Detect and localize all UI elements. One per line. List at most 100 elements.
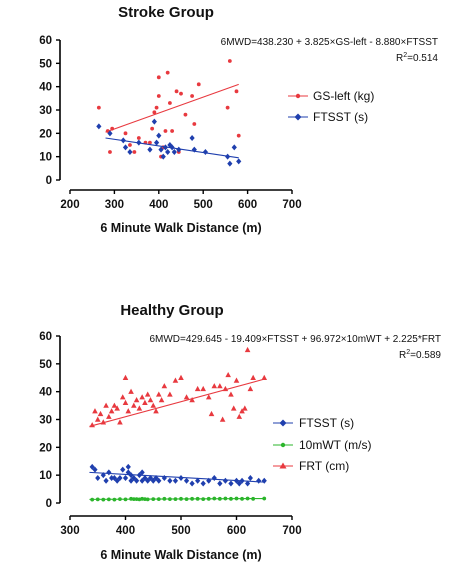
healthy-frt-point (158, 397, 165, 403)
stroke-legend-ftsst-marker (294, 113, 302, 121)
stroke-ftsst-point (151, 118, 157, 125)
stroke-ftsst-point (191, 146, 197, 153)
healthy-10mwt-point (131, 497, 136, 502)
healthy-10mwt-point (168, 497, 172, 502)
stroke-y-tick-label: 0 (46, 175, 52, 187)
healthy-10mwt-point (201, 497, 206, 502)
stroke-ftsst-point (171, 149, 177, 155)
stroke-r2-label: R (396, 53, 403, 64)
healthy-10mwt-point (212, 496, 217, 501)
healthy-frt-point (106, 413, 112, 419)
stroke-ftsst-point (107, 130, 113, 137)
stroke-gs-left-point (108, 150, 112, 154)
healthy-frt-point (230, 405, 237, 411)
healthy-ftsst-point (256, 477, 262, 484)
healthy-frt-point (228, 391, 234, 397)
stroke-y-tick-label: 60 (39, 35, 52, 47)
stroke-y-tick-label: 30 (39, 105, 52, 117)
healthy-frt-point (217, 383, 223, 389)
healthy-ftsst-point (161, 474, 167, 481)
stroke-r2-superscript: 2 (403, 52, 407, 59)
healthy-10mwt-point (140, 496, 145, 501)
healthy-10mwt-point (151, 497, 156, 502)
healthy-frt-point (183, 394, 190, 400)
healthy-ftsst-point (189, 480, 195, 487)
stroke-gs-left-point (170, 129, 175, 133)
stroke-y-tick-label: 10 (39, 152, 52, 164)
healthy-frt-point (189, 397, 195, 403)
stroke-y-tick-label: 50 (39, 58, 52, 70)
healthy-ftsst-point (245, 480, 251, 487)
healthy-10mwt-point (156, 497, 161, 502)
stroke-gs-left-point (148, 140, 152, 145)
stroke-legend-ftsst-label: FTSST (s) (313, 110, 368, 124)
healthy-ftsst-point (95, 474, 101, 481)
healthy-frt-trendline (89, 378, 265, 427)
healthy-group-panel: Healthy Group 6MWD=429.645 - 19.409×FTSS… (39, 302, 441, 562)
healthy-frt-point (200, 385, 206, 392)
healthy-frt-point (131, 402, 137, 408)
healthy-ftsst-point (222, 477, 228, 484)
healthy-ftsst-point (239, 477, 245, 484)
healthy-frt-point (142, 399, 148, 405)
healthy-10mwt-point (118, 497, 122, 502)
healthy-frt-point (250, 374, 256, 380)
healthy-frt-point (119, 394, 126, 400)
healthy-ftsst-point (120, 466, 126, 473)
stroke-gs-left-point (174, 89, 179, 94)
healthy-10mwt-point (240, 496, 244, 501)
healthy-legend-10mwt-label: 10mWT (m/s) (299, 438, 371, 452)
stroke-ftsst-point (127, 149, 133, 155)
stroke-ftsst-point (136, 139, 142, 146)
healthy-ftsst-point (122, 474, 129, 481)
healthy-ftsst-point (206, 477, 212, 484)
stroke-gs-left-point (128, 143, 132, 147)
healthy-ftsst-point (156, 477, 162, 484)
stroke-gs-left-point (163, 129, 168, 133)
stroke-gs-left-point (225, 105, 230, 110)
healthy-ftsst-point (103, 477, 109, 484)
healthy-ftsst-point (261, 477, 267, 484)
stroke-x-tick-label: 300 (105, 199, 124, 211)
healthy-plot-area: 0 10 20 30 40 50 60 300 400 500 600 700 (39, 331, 301, 537)
stroke-ftsst-point (156, 132, 162, 139)
healthy-ftsst-point (200, 480, 206, 487)
healthy-10mwt-point (90, 497, 95, 502)
healthy-10mwt-point (223, 496, 228, 501)
healthy-10mwt-point (234, 496, 239, 501)
healthy-ftsst-point (228, 480, 234, 487)
stroke-x-axis-label: 6 Minute Walk Distance (m) (100, 221, 261, 235)
healthy-ftsst-point (178, 474, 184, 481)
healthy-x-tick-label: 700 (282, 525, 301, 537)
healthy-frt-point (136, 405, 143, 411)
stroke-gs-left-point (156, 75, 161, 80)
healthy-frt-point (211, 383, 218, 389)
healthy-frt-point (139, 394, 145, 400)
stroke-legend: GS-left (kg) FTSST (s) (288, 89, 374, 124)
healthy-legend-10mwt-marker (280, 442, 286, 448)
stroke-y-tick-label: 20 (39, 128, 52, 140)
stroke-ftsst-point (162, 144, 169, 151)
healthy-10mwt-point (217, 496, 222, 501)
healthy-10mwt-point (173, 497, 178, 502)
healthy-ftsst-point (195, 477, 201, 484)
healthy-frt-point (244, 346, 251, 353)
stroke-gs-left-point (154, 105, 159, 110)
stroke-ftsst-point (236, 158, 242, 165)
stroke-ftsst-point (153, 139, 160, 146)
healthy-frt-point (172, 377, 179, 383)
stroke-ftsst-point (147, 146, 153, 153)
healthy-x-tick-label: 300 (60, 525, 79, 537)
healthy-frt-point (156, 391, 162, 397)
stroke-r-squared: R2=0.514 (396, 52, 438, 64)
stroke-gs-left-point (165, 70, 170, 75)
healthy-frt-point (97, 410, 104, 417)
stroke-x-tick-label: 600 (238, 199, 257, 211)
healthy-x-tick-label: 500 (171, 525, 190, 537)
healthy-frt-point (92, 408, 98, 414)
healthy-ftsst-point (117, 474, 123, 481)
stroke-ftsst-point (231, 144, 237, 151)
stroke-x-tick-label: 400 (149, 199, 168, 211)
stroke-gs-left-point (227, 59, 232, 63)
stroke-legend-gs-label: GS-left (kg) (313, 89, 374, 103)
